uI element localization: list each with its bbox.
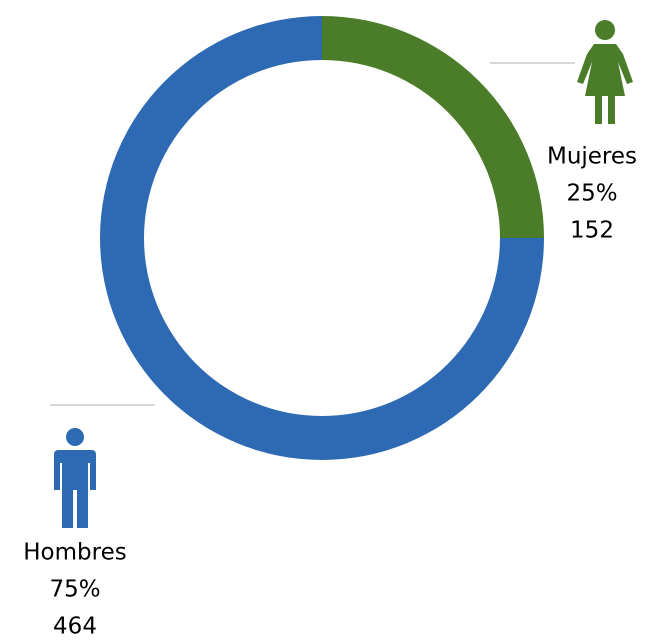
male-icon [54, 428, 96, 528]
female-icon [577, 20, 633, 124]
count-label: 464 [53, 614, 97, 640]
icon-head [595, 20, 615, 40]
icon-head [66, 428, 84, 446]
donut-segment [322, 16, 544, 238]
count-label: 152 [570, 218, 614, 244]
icon-body [54, 450, 96, 528]
percent-label: 25% [566, 181, 617, 207]
icon-body [577, 44, 633, 124]
category-label: Hombres [23, 540, 126, 566]
category-label: Mujeres [547, 144, 637, 170]
percent-label: 75% [49, 577, 100, 603]
